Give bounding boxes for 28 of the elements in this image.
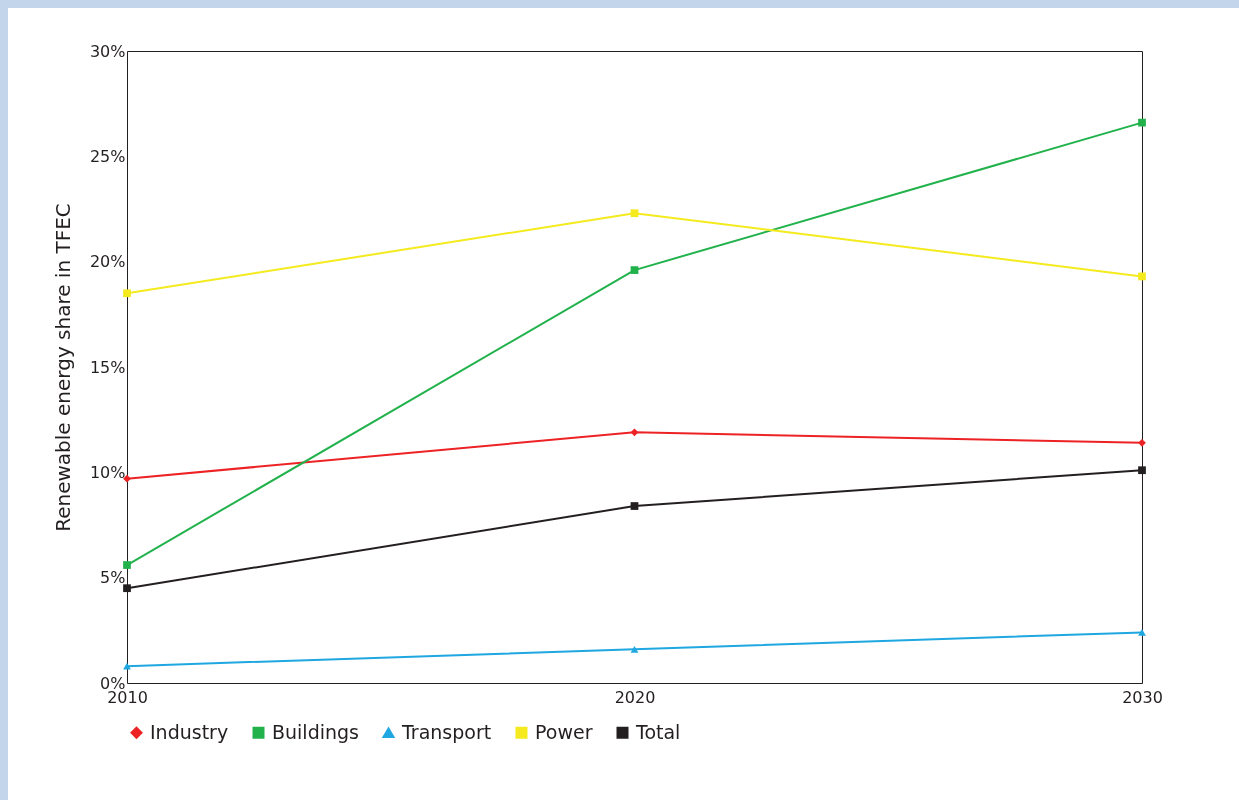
point — [123, 561, 131, 569]
y-axis-title: Renewable energy share in TFEC — [50, 203, 75, 532]
legend-label: Buildings — [272, 720, 359, 743]
point — [630, 428, 639, 437]
legend-label: Total — [635, 720, 681, 743]
point — [1138, 466, 1146, 475]
point — [630, 209, 639, 218]
point — [630, 645, 639, 653]
y-tick-label: 10% — [89, 462, 126, 482]
point — [630, 266, 639, 274]
legend-label: Transport — [401, 720, 492, 743]
point — [1138, 118, 1146, 127]
y-tick-label: 30% — [89, 41, 126, 61]
point — [123, 289, 131, 298]
y-tick-label: 15% — [89, 357, 126, 377]
y-tick-label: 20% — [89, 252, 126, 272]
point — [123, 584, 131, 593]
point — [1138, 438, 1146, 447]
point — [1138, 272, 1146, 281]
y-tick-label: 25% — [89, 146, 126, 166]
point — [1138, 629, 1146, 636]
point — [123, 662, 131, 670]
y-tick-label: 5% — [100, 568, 126, 588]
legend-label: Industry — [150, 720, 229, 743]
x-tick-label: 2030 — [1122, 687, 1163, 707]
legend-label: Power — [535, 720, 593, 743]
point — [630, 502, 639, 510]
x-tick-label: 2020 — [614, 687, 656, 707]
